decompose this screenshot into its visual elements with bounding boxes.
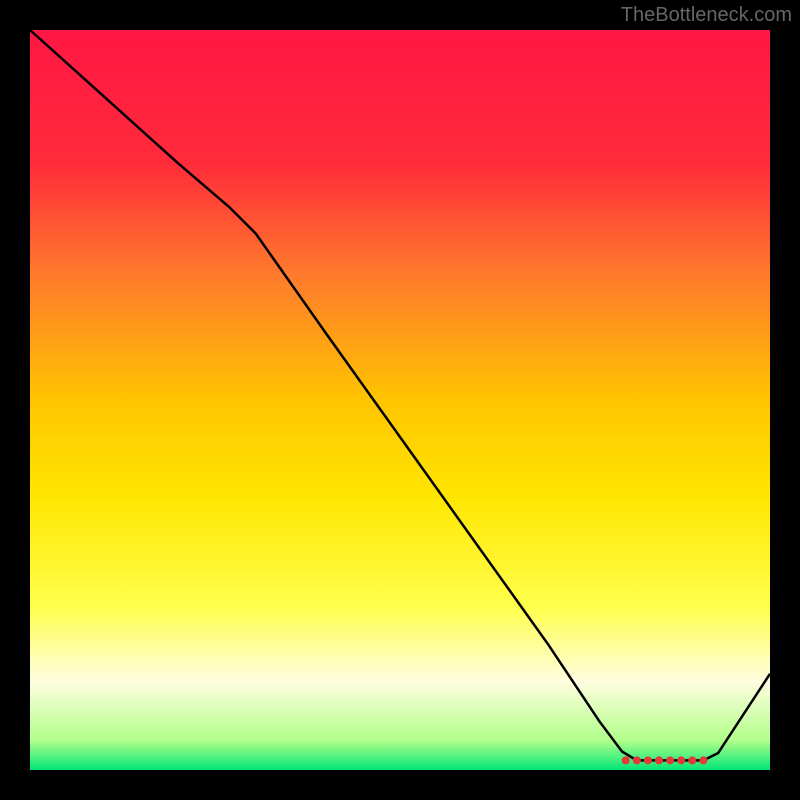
flat-marker — [677, 756, 685, 764]
flat-marker — [655, 756, 663, 764]
flat-marker — [699, 756, 707, 764]
chart-svg-layer — [30, 30, 770, 770]
chart-plot-area — [30, 30, 770, 770]
flat-marker — [622, 756, 630, 764]
flat-marker — [644, 756, 652, 764]
flat-marker — [688, 756, 696, 764]
series-line — [30, 30, 770, 760]
attribution-text: TheBottleneck.com — [621, 4, 792, 27]
flat-marker — [633, 756, 641, 764]
flat-marker — [666, 756, 674, 764]
